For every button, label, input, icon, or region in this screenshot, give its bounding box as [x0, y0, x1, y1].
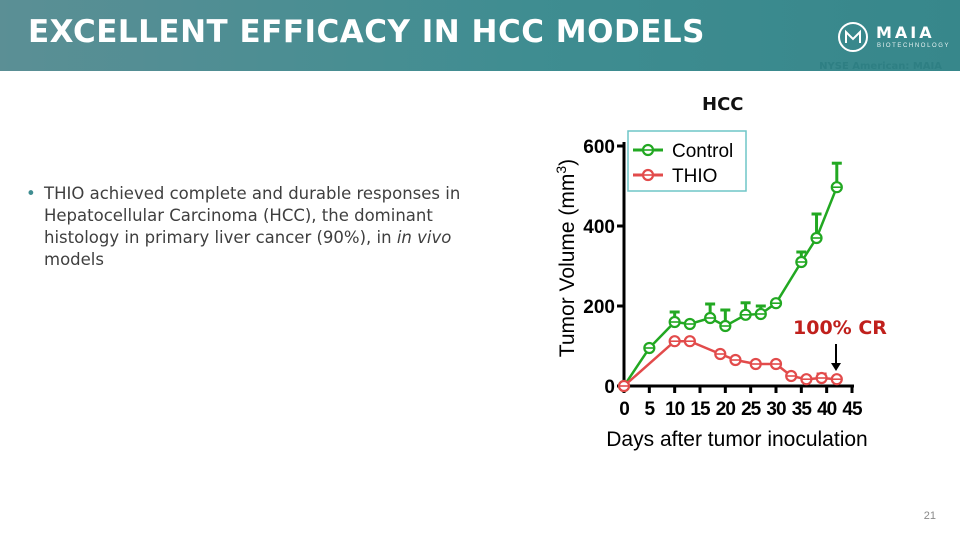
- stock-ticker: NYSE American: MAIA: [819, 61, 942, 72]
- page-title: EXCELLENT EFFICACY IN HCC MODELS: [28, 14, 705, 50]
- bullet-point: • THIO achieved complete and durable res…: [26, 183, 481, 271]
- x-tick-label: 40: [817, 399, 837, 420]
- x-tick-label: 0: [619, 399, 629, 420]
- y-axis-label: Tumor Volume (mm3): [553, 159, 579, 357]
- x-tick-label: 10: [665, 399, 685, 420]
- x-tick-label: 20: [716, 399, 736, 420]
- chart-title: HCC: [702, 94, 744, 115]
- y-tick-label: 200: [583, 297, 615, 318]
- bullet-text: THIO achieved complete and durable respo…: [44, 183, 481, 271]
- legend-control-label: Control: [672, 141, 733, 162]
- brand-subtitle: BIOTECHNOLOGY: [877, 43, 951, 49]
- maia-logo-icon: [838, 22, 868, 52]
- bullet-icon: •: [26, 184, 36, 203]
- y-tick-label: 600: [583, 137, 615, 158]
- x-tick-label: 5: [645, 399, 656, 420]
- x-axis-label: Days after tumor inoculation: [606, 428, 867, 451]
- cr-arrow-head: [831, 363, 841, 371]
- bullet-text-end: models: [44, 250, 104, 269]
- x-tick-label: 30: [766, 399, 786, 420]
- x-tick-label: 25: [741, 399, 762, 420]
- bullet-text-italic: in vivo: [396, 228, 452, 247]
- y-tick-label: 400: [583, 217, 615, 238]
- x-tick-label: 35: [792, 399, 813, 420]
- complete-response-label: 100% CR: [793, 317, 887, 339]
- x-tick-label: 15: [690, 399, 711, 420]
- page-number: 21: [923, 510, 936, 522]
- bullet-text-main: THIO achieved complete and durable respo…: [44, 184, 461, 247]
- y-tick-label: 0: [604, 377, 615, 398]
- brand-name: MAIA: [876, 23, 935, 42]
- x-tick-label: 45: [842, 399, 863, 420]
- legend-thio-label: THIO: [672, 166, 717, 187]
- header-bar: EXCELLENT EFFICACY IN HCC MODELS MAIA BI…: [0, 0, 960, 71]
